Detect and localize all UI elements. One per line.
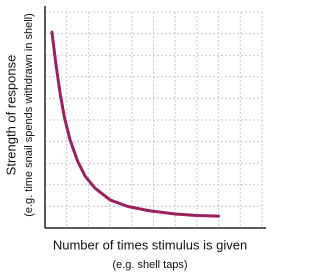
y-axis-sublabel: (e.g. time snail spends withdrawn in she… bbox=[23, 13, 35, 217]
x-axis-sublabel: (e.g. shell taps) bbox=[112, 259, 187, 271]
y-axis-label: Strength of response bbox=[3, 55, 18, 176]
x-axis-label: Number of times stimulus is given bbox=[53, 237, 247, 252]
response-curve bbox=[50, 30, 221, 218]
chart: Strength of response (e.g. time snail sp… bbox=[3, 6, 266, 271]
grid bbox=[45, 11, 263, 228]
